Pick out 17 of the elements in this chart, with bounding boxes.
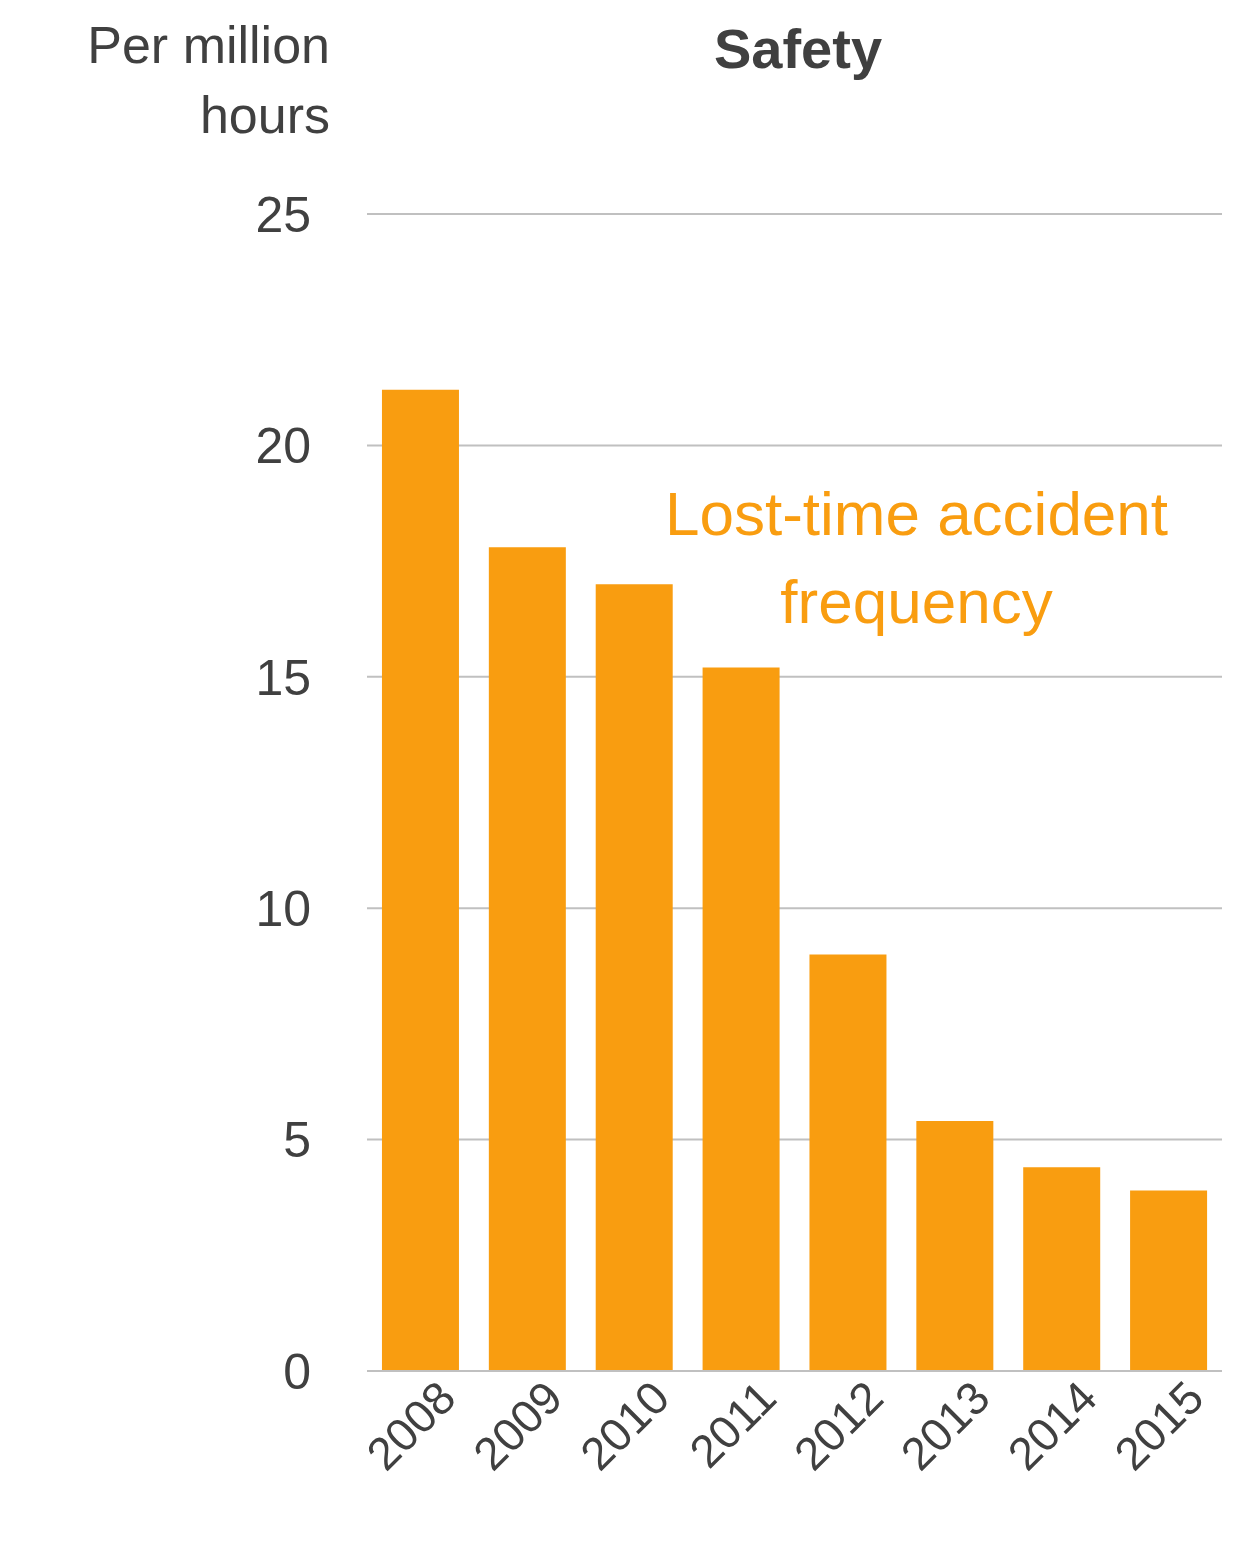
y-tick-label: 10 [255,880,311,937]
bar [595,584,673,1371]
bar [916,1121,994,1371]
bar [1130,1190,1208,1371]
bar [381,389,459,1371]
y-tick-label: 15 [255,649,311,706]
y-tick-label: 25 [255,186,311,243]
bar [488,547,566,1371]
y-tick-label: 5 [283,1112,311,1169]
y-tick-label: 0 [283,1343,311,1400]
bar [702,667,780,1371]
series-label: Lost-time accident frequency [663,478,1170,638]
y-axis-title: Per million hours [86,15,330,146]
chart-title: Safety [712,16,884,81]
bar [809,954,887,1371]
bar [1023,1167,1101,1371]
y-tick-label: 20 [255,418,311,475]
